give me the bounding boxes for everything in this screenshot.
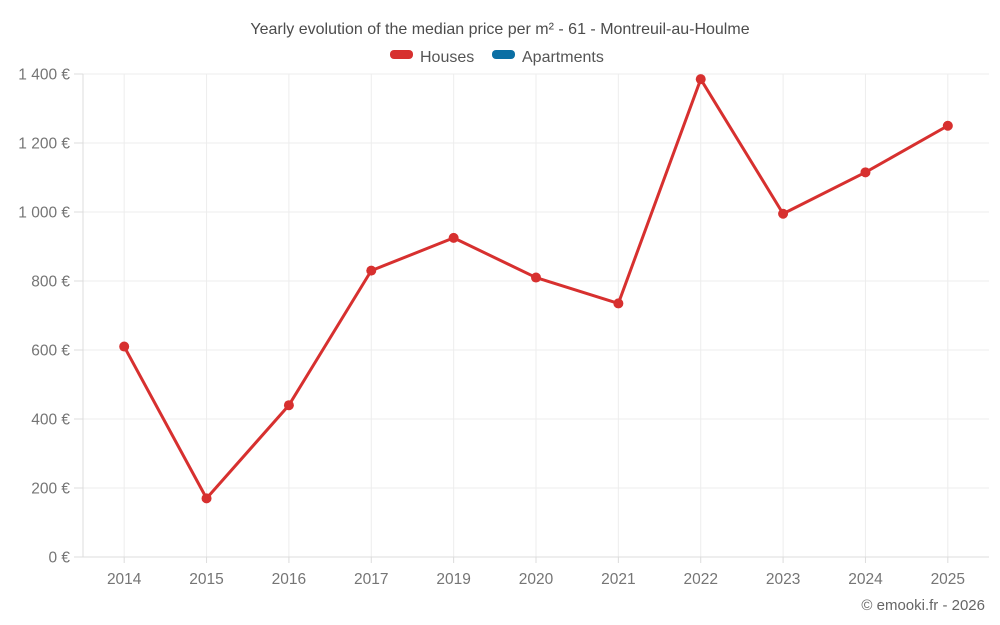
apartments-swatch-icon <box>492 50 515 59</box>
series-houses <box>119 74 953 504</box>
x-tick-label: 2023 <box>766 571 800 588</box>
houses-swatch-icon <box>390 50 413 59</box>
data-point-houses-2017[interactable] <box>366 265 377 276</box>
x-tick-label: 2019 <box>436 571 470 588</box>
data-point-houses-2024[interactable] <box>860 167 871 178</box>
x-tick-label: 2024 <box>848 571 883 588</box>
y-tick-label: 1 200 € <box>18 136 70 153</box>
legend-item-apartments[interactable]: Apartments <box>492 49 604 66</box>
y-tick-label: 800 € <box>31 274 70 291</box>
y-tick-label: 0 € <box>48 550 70 567</box>
copyright-footer: © emooki.fr - 2026 <box>861 597 985 614</box>
x-tick-label: 2015 <box>189 571 223 588</box>
data-point-houses-2021[interactable] <box>613 298 624 309</box>
chart-legend: Houses Apartments <box>390 49 604 66</box>
grid-layer <box>83 73 989 557</box>
legend-item-houses[interactable]: Houses <box>390 49 474 66</box>
y-tick-label: 200 € <box>31 481 70 498</box>
axis-layer <box>74 73 989 563</box>
x-tick-label: 2016 <box>272 571 306 588</box>
data-point-houses-2020[interactable] <box>531 272 541 283</box>
legend-label-houses: Houses <box>420 49 474 66</box>
data-point-houses-2019[interactable] <box>448 232 459 243</box>
axis-labels-layer: 0 € 200 € 400 € 600 € 800 € 1 000 € 1 200 € 1 4… <box>18 67 965 589</box>
legend-label-apartments: Apartments <box>522 49 604 66</box>
x-tick-label: 2021 <box>601 571 635 588</box>
y-tick-label: 600 € <box>31 343 70 360</box>
x-tick-label: 2017 <box>354 571 388 588</box>
chart-title: Yearly evolution of the median price per… <box>250 21 749 38</box>
y-tick-label: 1 400 € <box>18 67 70 84</box>
data-point-houses-2016[interactable] <box>283 400 294 411</box>
x-tick-label: 2022 <box>683 571 717 588</box>
data-point-houses-2015[interactable] <box>201 493 212 504</box>
x-tick-label: 2014 <box>107 571 142 588</box>
y-tick-label: 400 € <box>31 412 70 429</box>
x-tick-label: 2025 <box>931 571 965 588</box>
x-tick-label: 2020 <box>519 571 554 588</box>
series-layer <box>119 74 953 504</box>
data-point-houses-2023[interactable] <box>778 208 789 219</box>
data-point-houses-2022[interactable] <box>695 74 706 85</box>
data-point-houses-2014[interactable] <box>119 341 130 352</box>
y-tick-label: 1 000 € <box>18 205 70 222</box>
data-point-houses-2025[interactable] <box>942 120 953 131</box>
